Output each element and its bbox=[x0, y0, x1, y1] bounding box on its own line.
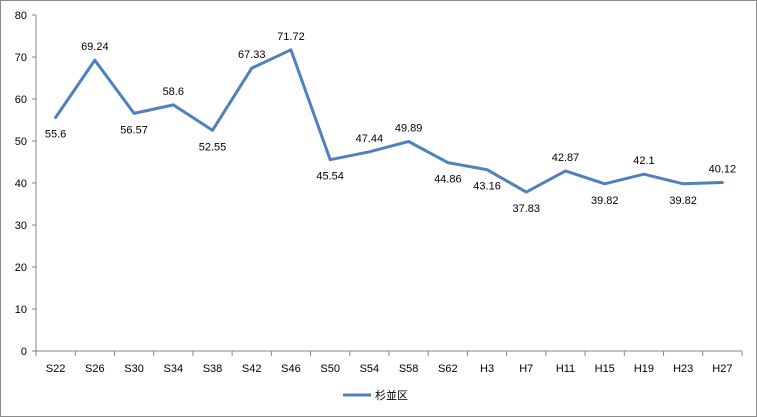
data-label: 55.6 bbox=[45, 128, 66, 140]
y-tick-label: 80 bbox=[15, 10, 27, 22]
x-tick-label: S54 bbox=[360, 363, 380, 375]
data-label: 52.55 bbox=[199, 141, 227, 153]
data-label: 44.86 bbox=[434, 174, 462, 186]
data-label: 39.82 bbox=[591, 195, 619, 207]
y-tick-label: 70 bbox=[15, 52, 27, 64]
y-tick-label: 10 bbox=[15, 304, 27, 316]
data-label: 56.57 bbox=[120, 124, 148, 136]
data-label: 40.12 bbox=[709, 163, 737, 175]
series-line bbox=[54, 48, 724, 194]
data-label: 43.16 bbox=[473, 181, 501, 193]
x-tick-label: S34 bbox=[163, 363, 183, 375]
y-tick-label: 30 bbox=[15, 220, 27, 232]
data-label: 39.82 bbox=[669, 195, 697, 207]
x-tick-label: H15 bbox=[595, 363, 615, 375]
x-tick-label: H19 bbox=[634, 363, 654, 375]
data-label: 47.44 bbox=[356, 133, 384, 145]
data-label: 45.54 bbox=[316, 171, 344, 183]
x-tick-label: H3 bbox=[480, 363, 494, 375]
data-label: 67.33 bbox=[238, 49, 266, 61]
data-label: 42.1 bbox=[633, 155, 654, 167]
data-label: 42.87 bbox=[552, 152, 580, 164]
x-tick-label: H27 bbox=[712, 363, 732, 375]
data-labels: 55.6 69.24 56.57 58.6 52.55 67.33 71.72 45.54 47… bbox=[45, 31, 736, 215]
x-tick-label: S30 bbox=[124, 363, 144, 375]
y-tick-label: 50 bbox=[15, 136, 27, 148]
x-tick-label: S62 bbox=[438, 363, 458, 375]
x-tick-label: S46 bbox=[281, 363, 301, 375]
data-label: 71.72 bbox=[277, 31, 305, 43]
axes bbox=[35, 15, 742, 352]
data-label: 69.24 bbox=[81, 41, 109, 53]
y-tick-label: 20 bbox=[15, 262, 27, 274]
legend-label: 杉並区 bbox=[375, 388, 408, 402]
y-tick-label: 0 bbox=[21, 346, 27, 358]
y-axis-ticks: 0 10 20 30 40 50 60 70 80 bbox=[15, 10, 36, 358]
data-label: 37.83 bbox=[513, 203, 541, 215]
x-tick-label: H11 bbox=[556, 363, 575, 375]
legend: 杉並区 bbox=[343, 388, 408, 402]
series-layer bbox=[54, 48, 724, 194]
y-tick-label: 40 bbox=[15, 178, 27, 190]
data-label: 58.6 bbox=[163, 86, 184, 98]
x-tick-label: S50 bbox=[320, 363, 340, 375]
x-tick-label: S58 bbox=[399, 363, 419, 375]
data-label: 49.89 bbox=[395, 122, 423, 134]
x-tick-label: S38 bbox=[203, 363, 223, 375]
x-tick-label: H7 bbox=[519, 363, 533, 375]
x-axis-ticks: S22 S26 S30 S34 S38 S42 S46 S50 S54 S58 S62 H3 H7 H11… bbox=[35, 351, 743, 375]
x-tick-label: S26 bbox=[85, 363, 105, 375]
y-tick-label: 60 bbox=[15, 94, 27, 106]
x-tick-label: S42 bbox=[242, 363, 262, 375]
x-tick-label: S22 bbox=[46, 363, 66, 375]
x-tick-label: H23 bbox=[673, 363, 693, 375]
